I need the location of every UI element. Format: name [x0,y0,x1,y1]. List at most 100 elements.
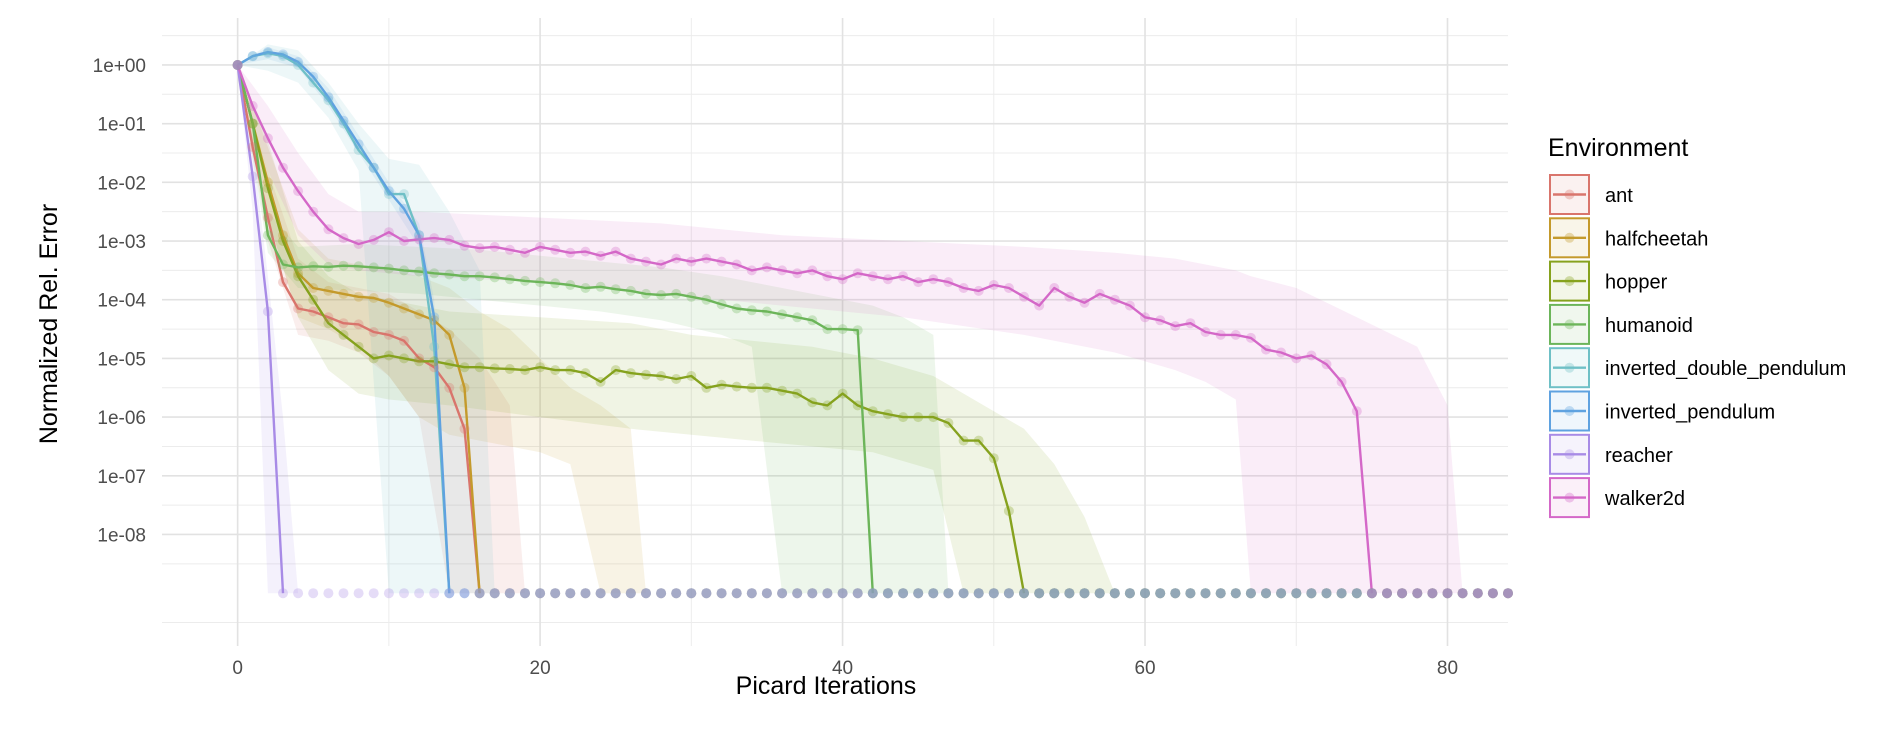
point-inverted_pendulum [1094,588,1105,599]
point-reacher [1442,588,1453,599]
point-inverted_double_pendulum [1427,588,1438,599]
point-inverted_double_pendulum [777,588,788,599]
point-inverted_double_pendulum [550,588,561,599]
point-inverted_double_pendulum [1321,588,1332,599]
point-halfcheetah [1336,588,1347,599]
legend-label-humanoid: humanoid [1605,315,1693,337]
point-hopper [1503,588,1513,599]
point-hopper [1034,588,1045,599]
point-reacher [701,588,712,599]
point-halfcheetah [837,588,848,599]
point-ant [232,60,243,70]
point-ant [1261,588,1271,599]
point-inverted_pendulum [293,57,304,67]
point-ant [1215,588,1226,599]
point-inverted_pendulum [1442,588,1453,599]
point-reacher [1366,588,1377,599]
point-humanoid [1321,588,1332,599]
x-tick-label: 80 [1437,658,1458,679]
point-inverted_pendulum [1200,588,1211,599]
point-inverted_pendulum [641,588,651,599]
point-inverted_double_pendulum [595,588,606,599]
point-halfcheetah [701,588,712,599]
point-reacher [716,588,727,599]
point-halfcheetah [943,588,954,599]
point-walker2d [610,246,621,257]
line-humanoid [236,64,874,594]
point-inverted_pendulum [988,588,999,599]
point-halfcheetah [928,588,939,599]
point-walker2d [807,265,818,276]
point-humanoid [1215,588,1226,599]
point-inverted_pendulum [1487,588,1498,599]
point-humanoid [686,291,697,302]
point-walker2d [353,239,364,249]
point-hopper [867,406,878,417]
point-inverted_pendulum [1321,588,1332,599]
point-ant [943,588,954,599]
point-inverted_double_pendulum [323,95,334,106]
point-humanoid [1442,588,1453,599]
point-hopper [504,364,515,374]
point-ant [1336,588,1347,599]
legend-key-point-reacher [1564,449,1575,460]
point-ant [837,588,848,599]
point-reacher [671,588,682,599]
point-reacher [1412,588,1423,599]
point-hopper [882,409,893,420]
point-inverted_double_pendulum [1155,588,1166,599]
point-hopper [1427,588,1438,599]
point-ant [988,588,999,599]
point-hopper [1049,588,1060,599]
point-inverted_double_pendulum [1472,588,1483,599]
point-inverted_double_pendulum [701,588,712,599]
point-reacher [807,588,818,599]
point-ant [1064,588,1075,599]
point-ant [1397,588,1408,599]
point-humanoid [1019,588,1029,599]
point-walker2d [429,233,440,244]
point-humanoid [338,260,349,271]
point-walker2d [686,256,697,267]
point-ant [777,588,788,599]
point-walker2d [852,268,863,279]
point-inverted_pendulum [928,588,939,599]
point-inverted_pendulum [278,49,288,60]
point-walker2d [1487,588,1498,599]
point-halfcheetah [353,291,364,302]
point-inverted_double_pendulum [580,588,591,599]
point-reacher [1064,588,1075,599]
point-walker2d [988,280,999,290]
point-inverted_double_pendulum [792,588,803,599]
point-inverted_pendulum [1306,588,1317,599]
point-walker2d [1457,588,1468,599]
series-lines [236,50,1374,594]
point-walker2d [1427,588,1438,599]
point-halfcheetah [1155,588,1166,599]
band-ant [237,65,525,594]
point-humanoid [1336,588,1347,599]
point-inverted_pendulum [716,588,727,599]
legend-label-reacher: reacher [1605,445,1673,467]
line-hopper [236,64,1026,594]
point-humanoid [1034,588,1045,599]
point-humanoid [1049,588,1060,599]
point-ant [761,588,772,599]
point-inverted_double_pendulum [414,230,425,241]
point-inverted_double_pendulum [1170,588,1181,599]
point-reacher [1245,588,1256,599]
point-halfcheetah [459,382,470,393]
point-walker2d [474,243,485,254]
point-hopper [368,353,379,364]
point-halfcheetah [1291,588,1302,599]
point-humanoid [943,588,954,599]
point-halfcheetah [973,588,984,599]
point-hopper [1336,588,1347,599]
point-hopper [1185,588,1196,599]
point-inverted_pendulum [1215,588,1226,599]
point-walker2d [898,271,909,282]
band-walker2d [237,65,1463,594]
point-inverted_double_pendulum [1261,588,1271,599]
point-halfcheetah [232,60,243,70]
point-humanoid [399,265,409,276]
